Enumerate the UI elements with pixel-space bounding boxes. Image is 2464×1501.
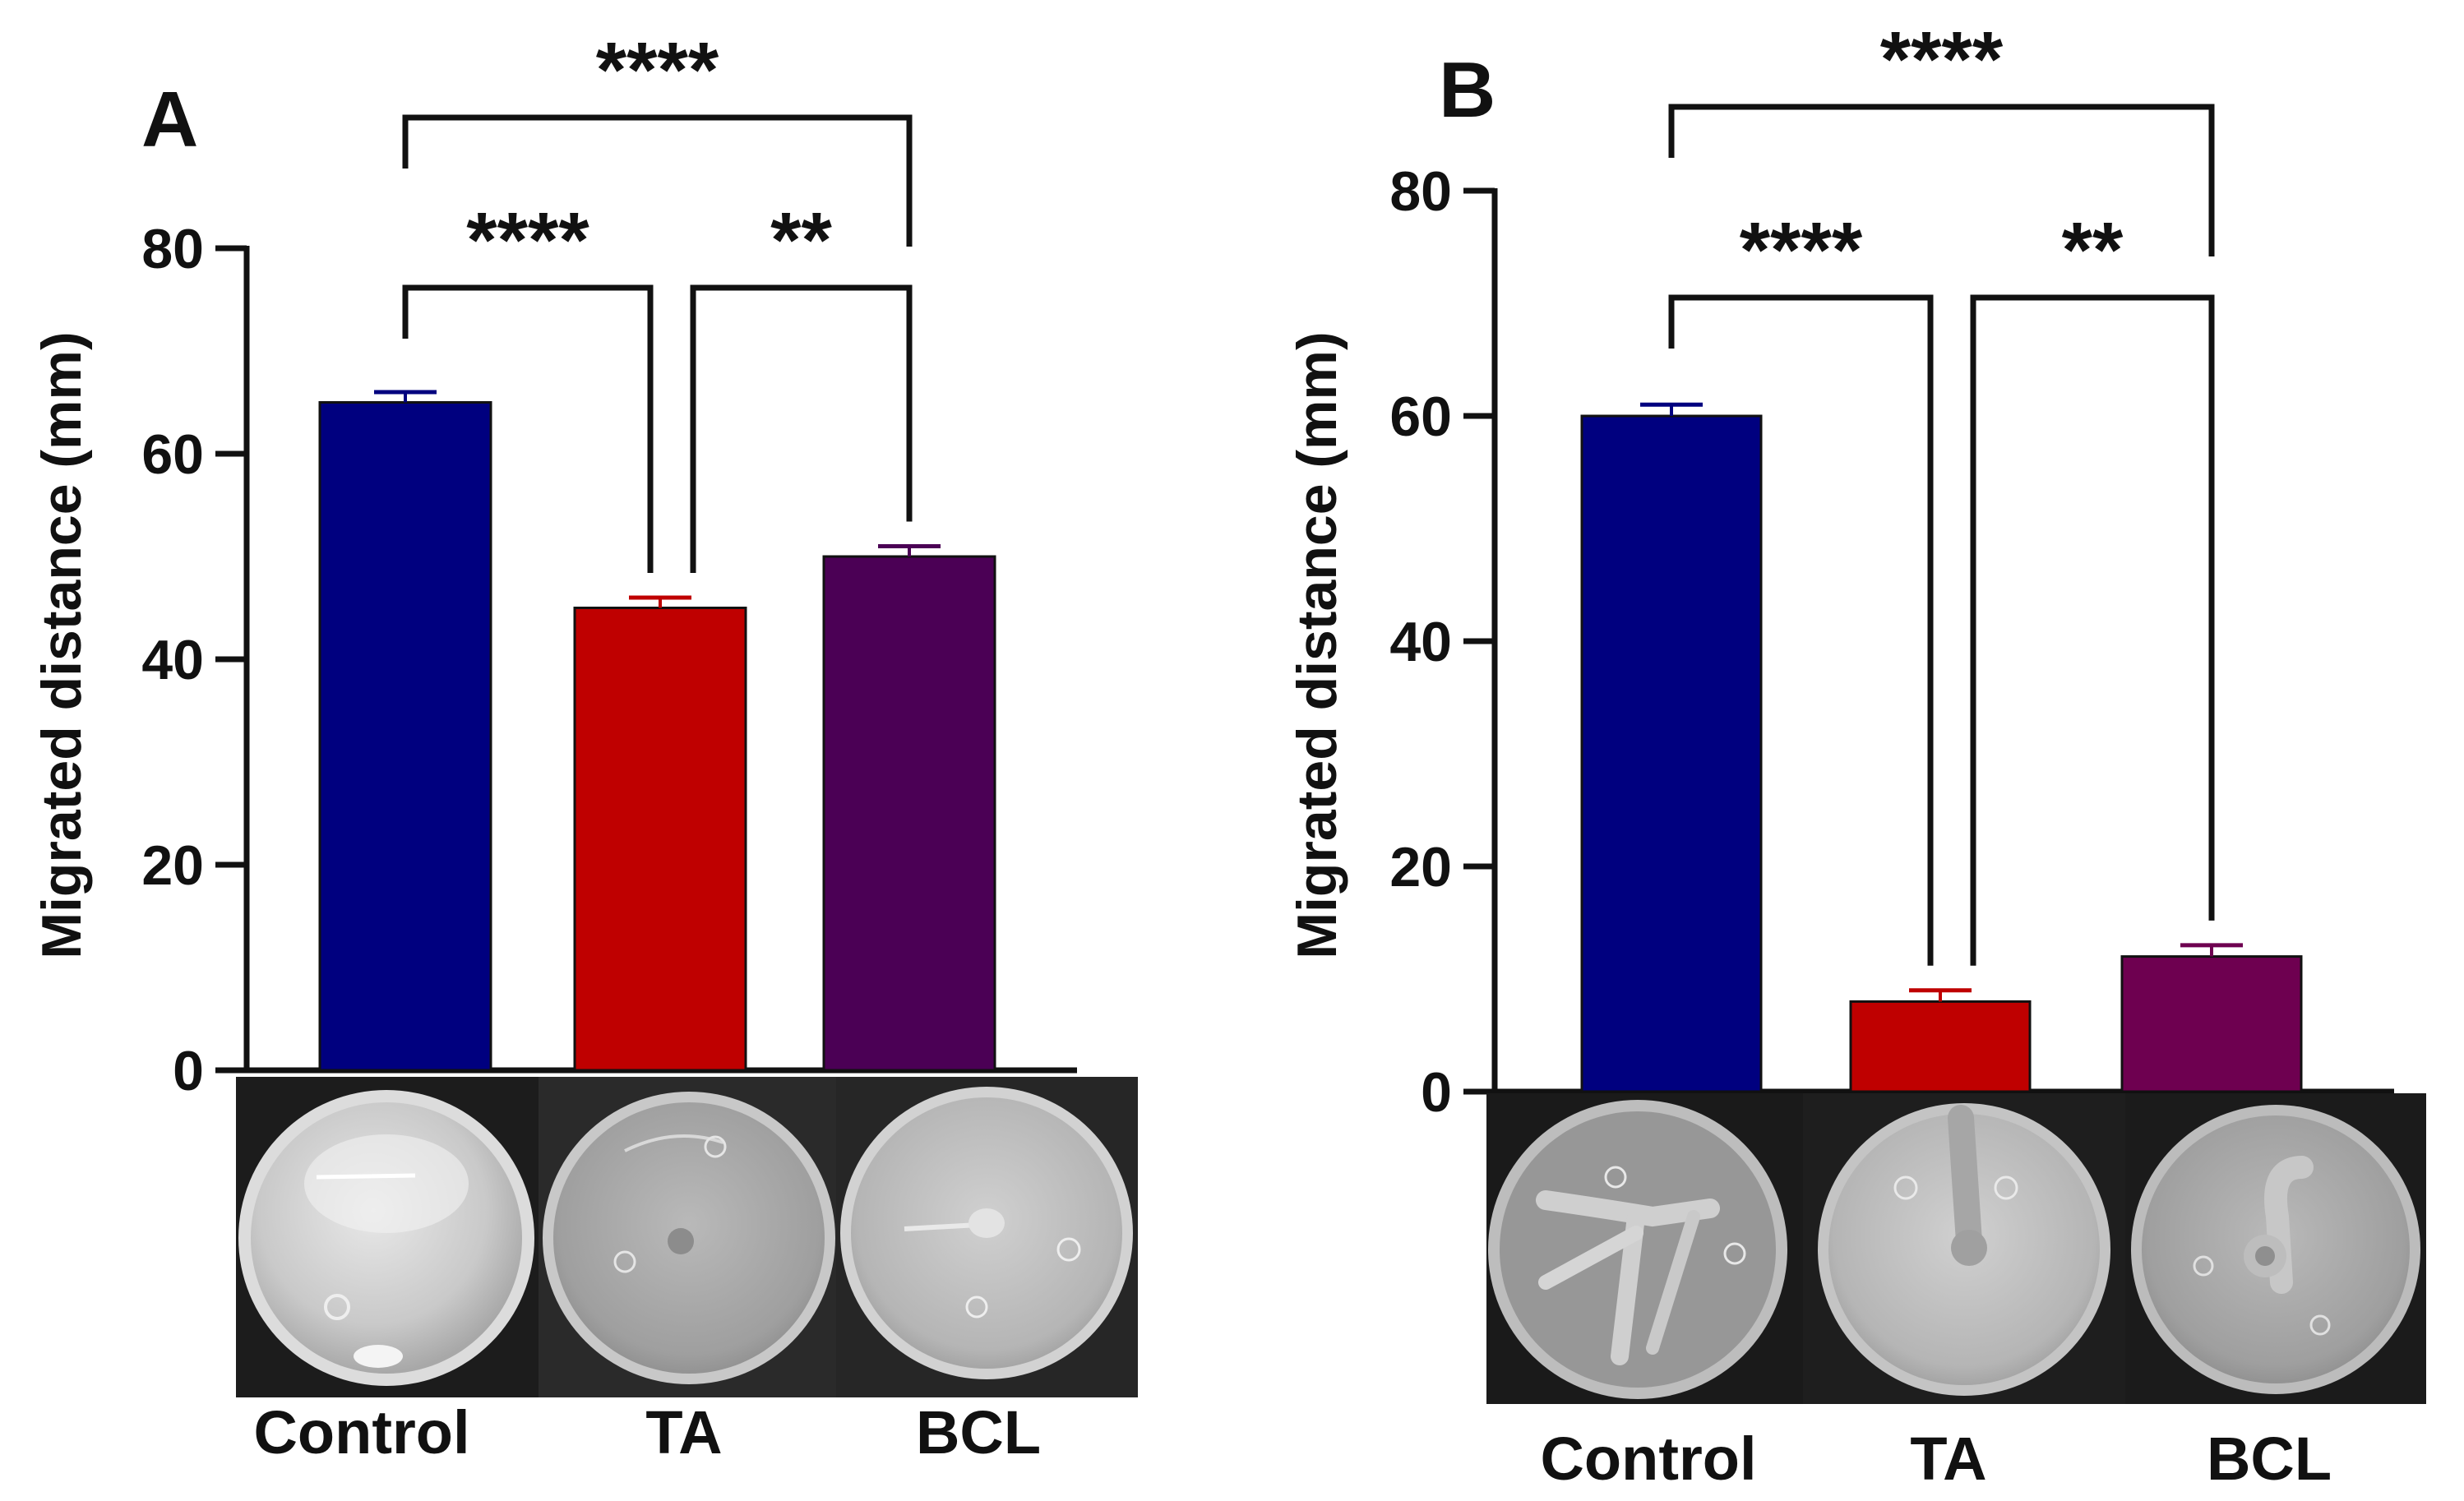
category-label: Control [1540, 1425, 1756, 1493]
bar-ta [1849, 1000, 2032, 1093]
y-tick-label: 20 [1389, 836, 1452, 898]
panel-label: A [141, 76, 198, 164]
significance-label: **** [466, 196, 589, 284]
significance-label: ** [2062, 206, 2124, 294]
panel-label: B [1439, 46, 1496, 134]
significance-label: **** [1740, 206, 1863, 294]
y-tick-label: 20 [141, 834, 204, 897]
petri-dish-photo-bcl [836, 1077, 1138, 1397]
category-label: Control [253, 1398, 469, 1466]
y-tick-label: 80 [1389, 160, 1452, 223]
y-axis-label: Migrated distance (mm) [30, 331, 93, 958]
bars [1580, 402, 2303, 1093]
significance-label: ** [770, 196, 832, 284]
category-labels: Control TA BCL [1540, 1425, 2332, 1493]
significance-label: **** [1880, 16, 2004, 104]
y-tick-label: 40 [141, 629, 204, 691]
significance-brackets: ******** ** [1668, 16, 2215, 966]
petri-dish-photo-control [1486, 1093, 1803, 1404]
y-tick-label: 0 [1421, 1061, 1452, 1124]
y-tick-label: 60 [1389, 386, 1452, 448]
bar-control [318, 401, 492, 1072]
petri-dish-photo-bcl [2125, 1093, 2426, 1404]
bar-bcl [2120, 955, 2303, 1093]
petri-dish-photo-control [236, 1077, 539, 1397]
y-tick-label: 60 [141, 423, 204, 486]
y-tick-label: 40 [1389, 611, 1452, 673]
category-labels: Control TA BCL [253, 1398, 1041, 1466]
petri-dish-photo-ta [539, 1077, 836, 1397]
y-axis-label: Migrated distance (mm) [1286, 331, 1348, 958]
significance-bracket [402, 284, 654, 573]
y-tick-label: 80 [141, 218, 204, 280]
category-label: TA [1910, 1425, 1986, 1493]
bar-bcl [822, 555, 996, 1072]
petri-dish-photo-ta [1803, 1093, 2125, 1404]
category-label: BCL [916, 1398, 1041, 1466]
significance-brackets: ******** ** [402, 26, 913, 573]
significance-bracket [402, 114, 913, 247]
category-label: TA [645, 1398, 722, 1466]
bar-control [1580, 414, 1763, 1093]
category-label: BCL [2207, 1425, 2332, 1493]
bars [318, 390, 996, 1072]
significance-bracket [1668, 294, 1934, 966]
significance-bracket [1970, 294, 2215, 966]
y-tick-label: 0 [173, 1040, 204, 1102]
significance-bracket [690, 284, 913, 573]
bar-ta [573, 607, 747, 1072]
significance-bracket [1668, 104, 2215, 256]
significance-label: **** [596, 26, 719, 114]
